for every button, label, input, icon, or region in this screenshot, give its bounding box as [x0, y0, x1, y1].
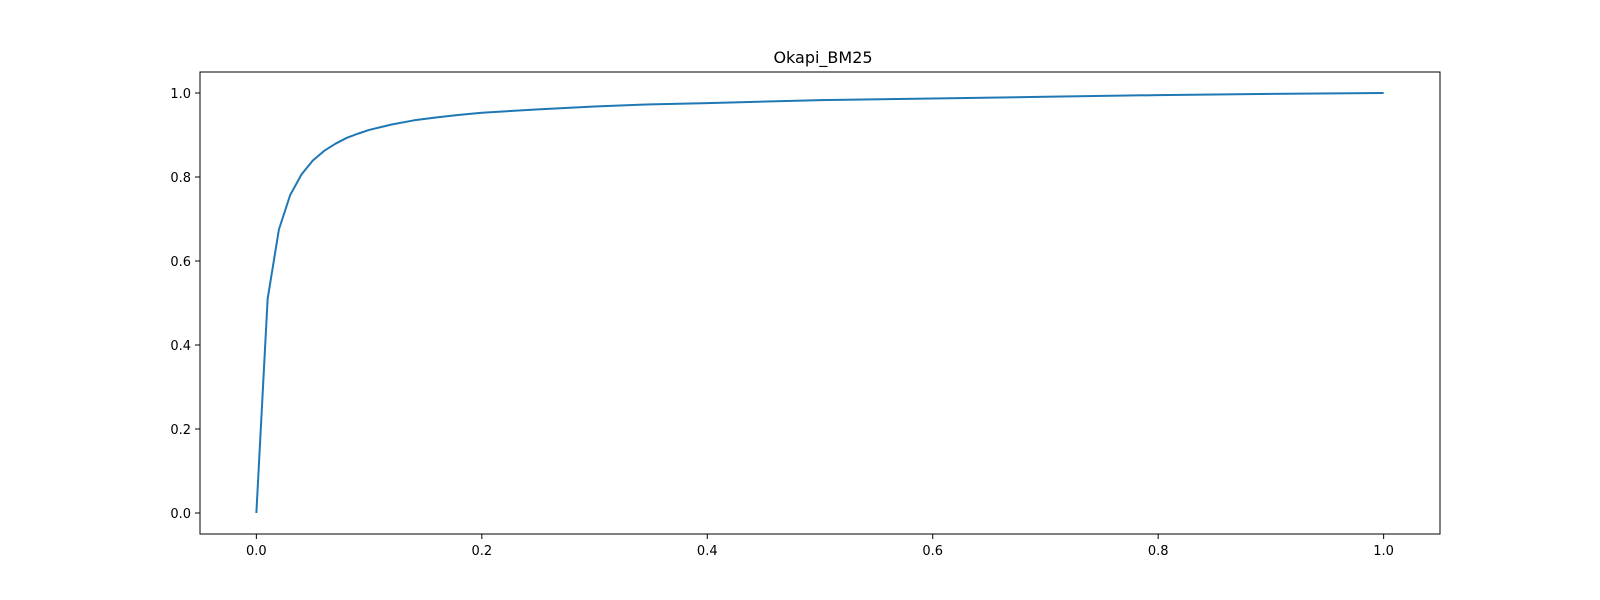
y-tick-label: 0.8 [170, 171, 191, 186]
y-tick-label: 0.0 [170, 507, 191, 522]
chart-title: Okapi_BM25 [773, 48, 872, 68]
x-tick-label: 1.0 [1373, 544, 1394, 559]
x-tick-label: 0.2 [471, 544, 492, 559]
x-tick-label: 0.0 [246, 544, 267, 559]
y-tick-label: 0.6 [170, 255, 191, 270]
plot-frame [199, 71, 1441, 535]
y-axis: 0.0 0.2 0.4 0.6 0.8 1.0 [170, 87, 200, 522]
x-tick-label: 0.4 [697, 544, 718, 559]
x-tick-label: 0.8 [1148, 544, 1169, 559]
series-line-0 [255, 92, 1384, 514]
y-tick-label: 0.2 [170, 423, 191, 438]
x-axis: 0.0 0.2 0.4 0.6 0.8 1.0 [246, 534, 1394, 559]
y-tick-label: 0.4 [170, 339, 191, 354]
y-tick-label: 1.0 [170, 87, 191, 102]
x-tick-label: 0.6 [922, 544, 943, 559]
